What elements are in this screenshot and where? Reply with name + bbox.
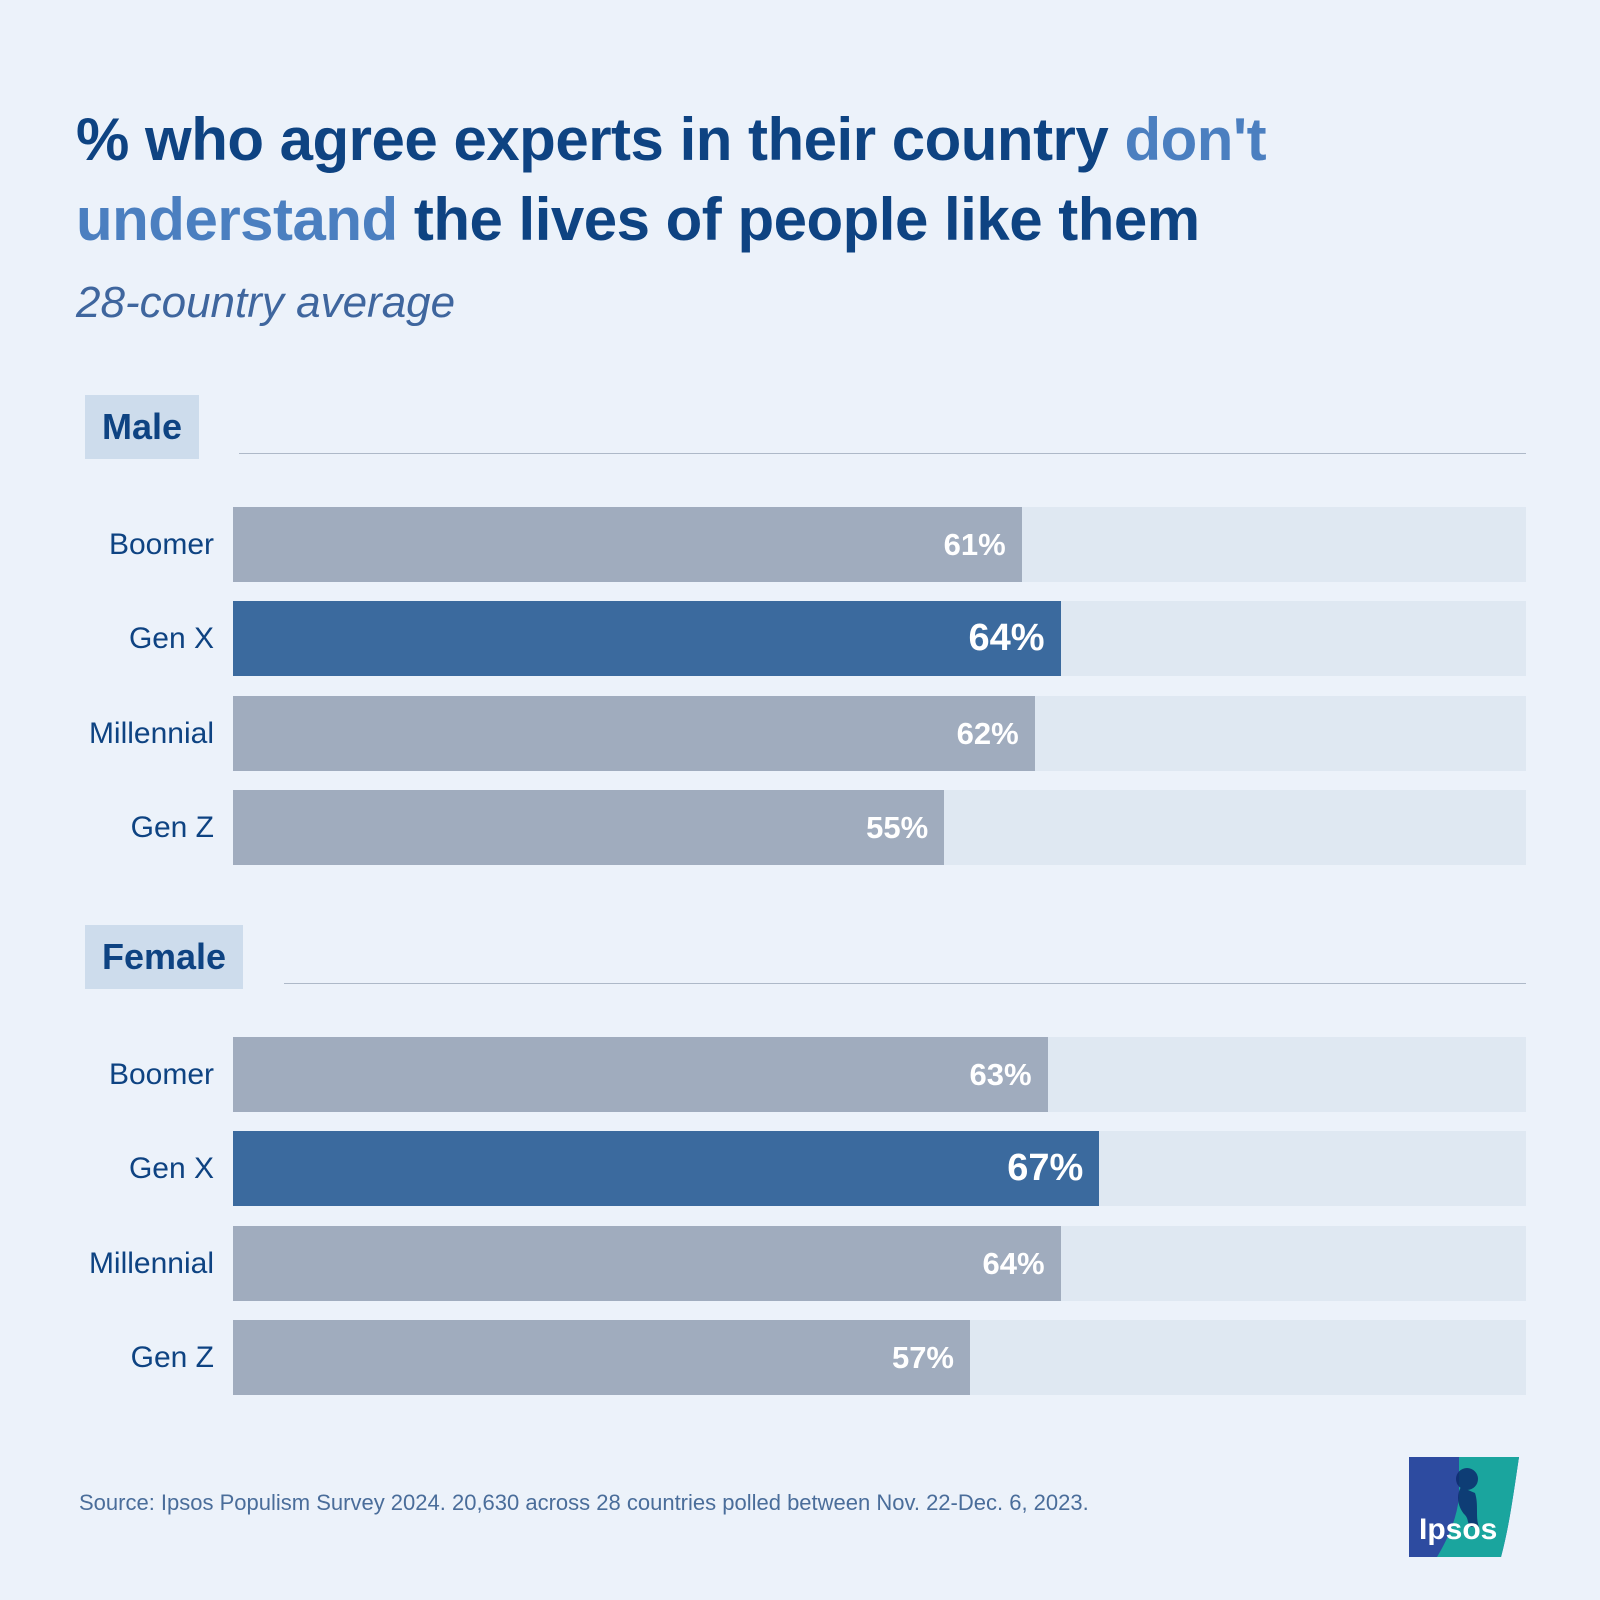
source-note: Source: Ipsos Populism Survey 2024. 20,6… [79, 1490, 1089, 1515]
category-label: Gen Z [130, 811, 214, 844]
title-part-1: % who agree experts in their country [76, 106, 1125, 173]
bar-track: 62% [233, 696, 1526, 771]
chart-subtitle: 28-country average [76, 278, 456, 327]
data-label: 62% [956, 716, 1019, 751]
bar-track: 63% [233, 1037, 1526, 1112]
bar: 64% [233, 1226, 1061, 1301]
group-divider [239, 453, 1526, 454]
bar: 61% [233, 507, 1022, 582]
title-part-2: the lives of people like them [397, 186, 1200, 253]
group-label: Female [85, 925, 244, 989]
chart-title: % who agree experts in their country don… [76, 100, 1536, 260]
ipsos-logo-icon: Ipsos [1409, 1457, 1519, 1557]
bar: 64% [233, 601, 1061, 676]
bar-row: Boomer 61% [0, 507, 1600, 582]
group-label: Male [85, 395, 200, 459]
data-label: 64% [968, 617, 1045, 659]
bar: 63% [233, 1037, 1048, 1112]
bar: 57% [233, 1320, 970, 1395]
data-label: 63% [969, 1057, 1032, 1092]
bar-track: 67% [233, 1131, 1526, 1206]
category-label: Boomer [108, 1058, 214, 1091]
bar-row: Millennial 64% [0, 1226, 1600, 1301]
category-label: Gen X [128, 1152, 214, 1185]
bar-track: 61% [233, 507, 1526, 582]
category-label: Boomer [108, 528, 214, 561]
group-divider [284, 983, 1526, 984]
category-label: Gen Z [130, 1341, 214, 1374]
bar-track: 55% [233, 790, 1526, 865]
title-highlight: don't understand [76, 106, 1267, 253]
logo-text: Ipsos [1419, 1513, 1497, 1546]
data-label: 67% [1007, 1147, 1084, 1189]
bar-track: 64% [233, 1226, 1526, 1301]
data-label: 64% [982, 1246, 1045, 1281]
bar-row: Gen Z 57% [0, 1320, 1600, 1395]
bar: 55% [233, 790, 945, 865]
data-label: 57% [891, 1340, 954, 1375]
data-label: 55% [866, 810, 929, 845]
bar-track: 57% [233, 1320, 1526, 1395]
category-label: Gen X [128, 622, 214, 655]
category-label: Millennial [88, 1247, 214, 1280]
data-label: 61% [943, 527, 1006, 562]
bar-row: Gen Z 55% [0, 790, 1600, 865]
bar-row: Millennial 62% [0, 696, 1600, 771]
bar-track: 64% [233, 601, 1526, 676]
category-label: Millennial [88, 717, 214, 750]
bar-row: Gen X 64% [0, 601, 1600, 676]
bar-row: Boomer 63% [0, 1037, 1600, 1112]
bar: 62% [233, 696, 1035, 771]
bar-row: Gen X 67% [0, 1131, 1600, 1206]
bar: 67% [233, 1131, 1100, 1206]
